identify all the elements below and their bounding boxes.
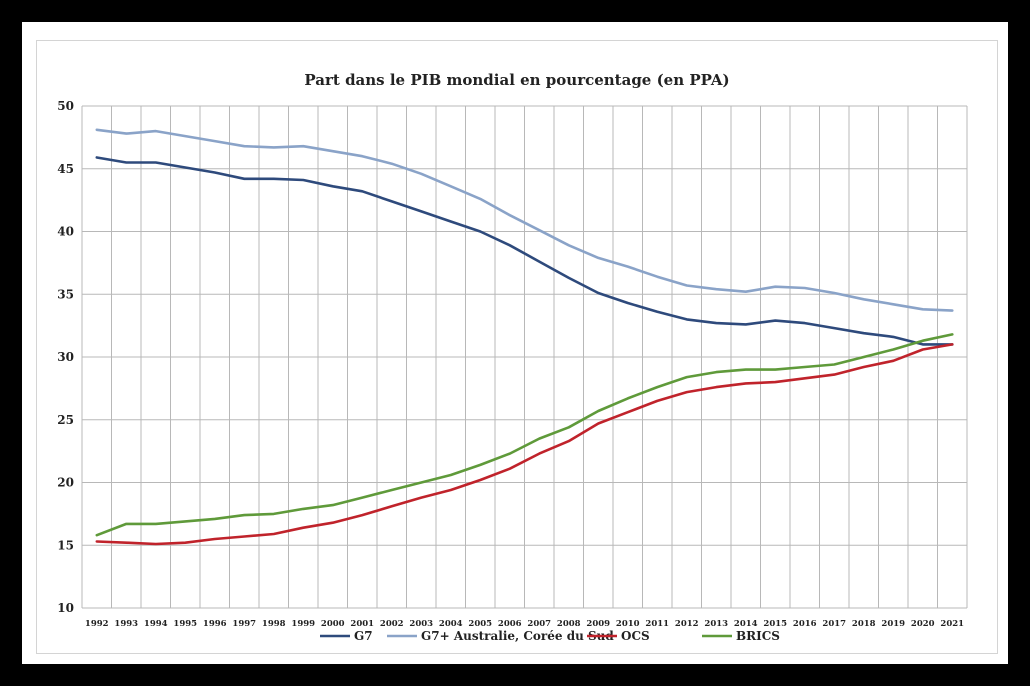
y-tick-label: 20 <box>57 476 74 490</box>
series-line <box>95 343 954 546</box>
x-tick-label: 2011 <box>645 619 669 629</box>
y-tick-label: 25 <box>57 413 74 427</box>
legend-label: G7+ Australie, Corée du Sud <box>421 629 614 643</box>
x-tick-label: 2008 <box>557 619 581 629</box>
x-tick-label: 2004 <box>439 619 463 629</box>
x-tick-label: 1993 <box>114 619 138 629</box>
x-tick-label: 2003 <box>409 619 433 629</box>
x-tick-label: 1999 <box>291 619 315 629</box>
chart-frame: Part dans le PIB mondial en pourcentage … <box>22 22 1008 664</box>
x-tick-label: 1998 <box>262 619 286 629</box>
x-tick-label: 2018 <box>852 619 876 629</box>
gridlines <box>81 105 968 609</box>
x-tick-label: 2012 <box>675 619 699 629</box>
x-tick-label: 2010 <box>616 619 640 629</box>
y-axis-ticks: 10 15 20 25 30 35 40 45 50 <box>57 99 74 615</box>
legend-label: G7 <box>354 629 373 643</box>
x-tick-label: 2021 <box>940 619 964 629</box>
legend-label: BRICS <box>736 629 780 643</box>
x-tick-label: 1995 <box>173 619 197 629</box>
legend: G7 G7+ Australie, Corée du Sud OCS BRICS <box>320 629 780 643</box>
x-tick-label: 2000 <box>321 619 345 629</box>
x-tick-label: 2017 <box>822 619 846 629</box>
y-tick-label: 35 <box>57 287 74 301</box>
x-tick-label: 2007 <box>527 619 551 629</box>
series-line <box>95 333 954 537</box>
series-lines <box>95 128 954 546</box>
series-line <box>95 156 954 346</box>
x-tick-label: 2014 <box>734 619 758 629</box>
x-tick-label: 2009 <box>586 619 610 629</box>
x-tick-label: 2005 <box>468 619 492 629</box>
x-tick-label: 1997 <box>232 619 256 629</box>
chart-title: Part dans le PIB mondial en pourcentage … <box>304 71 729 89</box>
y-tick-label: 45 <box>57 162 74 176</box>
x-tick-label: 2001 <box>350 619 374 629</box>
x-tick-label: 2016 <box>793 619 817 629</box>
chart-area: Part dans le PIB mondial en pourcentage … <box>36 40 998 654</box>
x-tick-label: 1992 <box>85 619 109 629</box>
x-tick-label: 2006 <box>498 619 522 629</box>
x-axis-ticks: 1992 1993 1994 1995 1996 1997 1998 1999 2000 2001… <box>85 619 964 629</box>
x-tick-label: 2013 <box>704 619 728 629</box>
legend-label: OCS <box>621 629 650 643</box>
x-tick-label: 2019 <box>881 619 905 629</box>
x-tick-label: 2015 <box>763 619 787 629</box>
series-line <box>95 128 954 312</box>
y-tick-label: 10 <box>57 601 74 615</box>
y-tick-label: 15 <box>57 538 74 552</box>
x-tick-label: 1996 <box>203 619 227 629</box>
x-tick-label: 2020 <box>911 619 935 629</box>
x-tick-label: 1994 <box>144 619 168 629</box>
x-tick-label: 2002 <box>380 619 404 629</box>
y-tick-label: 50 <box>57 99 74 113</box>
y-tick-label: 40 <box>57 225 74 239</box>
y-tick-label: 30 <box>57 350 74 364</box>
line-chart: Part dans le PIB mondial en pourcentage … <box>57 71 968 643</box>
